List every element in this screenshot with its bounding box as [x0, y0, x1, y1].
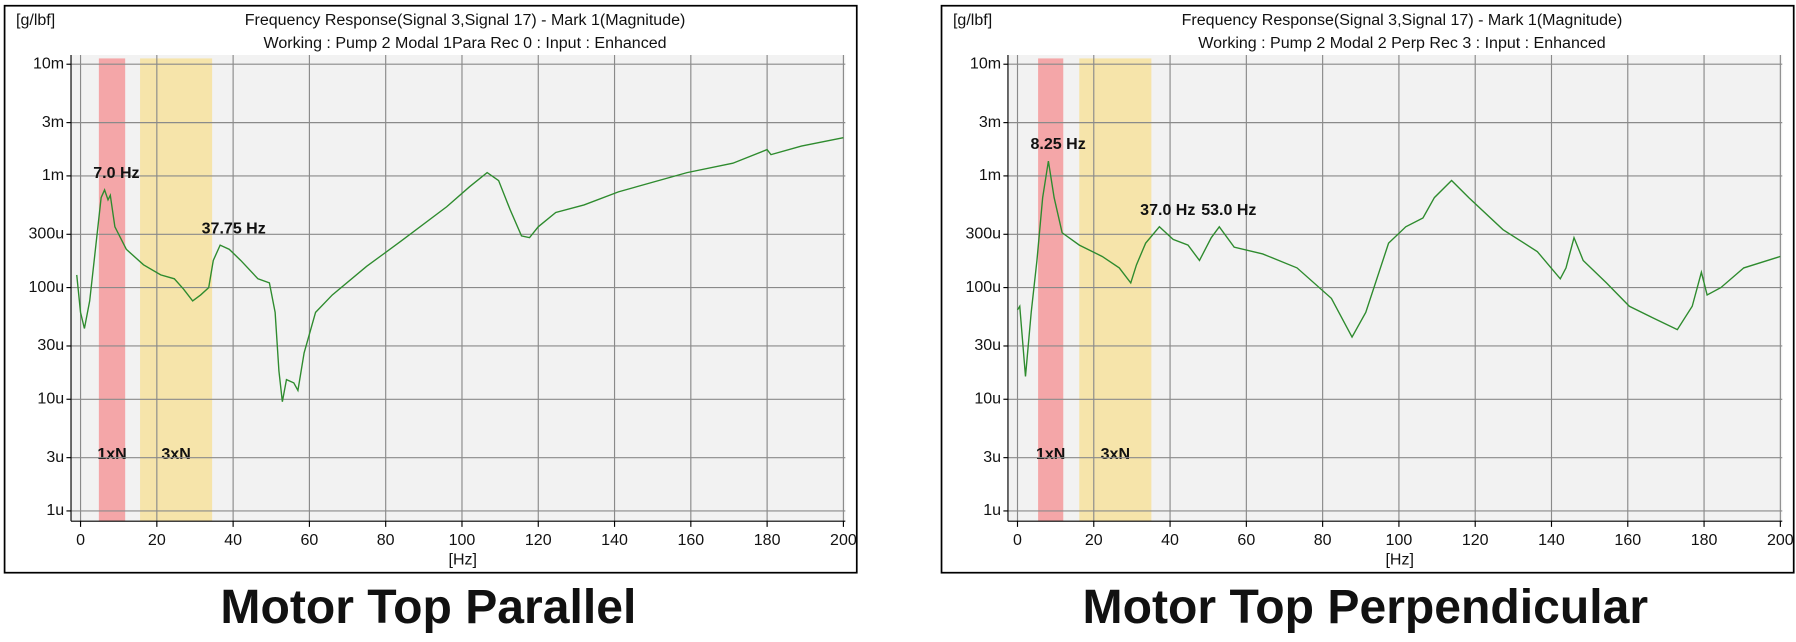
response-line	[1016, 160, 1781, 377]
chart: Frequency Response(Signal 3,Signal 17) -…	[940, 4, 1795, 634]
response-line	[76, 137, 844, 402]
x-tick-label: 20	[148, 531, 166, 549]
peak-label: 53.0 Hz	[1201, 201, 1256, 219]
x-tick-label: 100	[1386, 531, 1413, 549]
x-tick-label: 140	[1538, 531, 1565, 549]
chart: Frequency Response(Signal 3,Signal 17) -…	[3, 4, 858, 634]
y-axis-label: [g/lbf]	[953, 11, 992, 29]
x-tick-label: 180	[1691, 531, 1718, 549]
band-label: 3xN	[161, 445, 190, 463]
y-tick-label: 3m	[42, 113, 64, 131]
y-tick-label: 10u	[974, 389, 1001, 407]
x-axis-label: [Hz]	[1385, 550, 1413, 568]
y-tick-label: 300u	[29, 225, 65, 243]
x-tick-label: 80	[1314, 531, 1332, 549]
chart-subtitle: Working : Pump 2 Modal 2 Perp Rec 3 : In…	[1198, 34, 1605, 52]
peak-label: 8.25 Hz	[1031, 135, 1086, 153]
order-band	[140, 58, 213, 522]
x-axis-label: [Hz]	[449, 550, 477, 568]
peak-label: 37.75 Hz	[202, 219, 266, 237]
x-tick-label: 40	[224, 531, 242, 549]
y-tick-label: 30u	[37, 336, 64, 354]
y-tick-label: 1u	[983, 501, 1001, 519]
y-tick-label: 3u	[983, 448, 1001, 466]
x-tick-label: 40	[1161, 531, 1179, 549]
x-tick-label: 160	[677, 531, 704, 549]
x-tick-label: 200	[830, 531, 857, 549]
x-tick-label: 0	[1013, 531, 1022, 549]
x-tick-label: 160	[1614, 531, 1641, 549]
peak-label: 37.0 Hz	[1140, 201, 1195, 219]
x-tick-label: 180	[754, 531, 781, 549]
y-tick-label: 10u	[37, 389, 64, 407]
chart-subtitle: Working : Pump 2 Modal 1Para Rec 0 : Inp…	[264, 34, 667, 52]
chart-title: Frequency Response(Signal 3,Signal 17) -…	[1182, 11, 1623, 29]
y-tick-label: 1m	[42, 166, 64, 184]
y-tick-label: 1m	[979, 166, 1001, 184]
x-tick-label: 120	[1462, 531, 1489, 549]
y-tick-label: 30u	[974, 336, 1001, 354]
band-label: 1xN	[97, 445, 126, 463]
caption: Motor Top Perpendicular	[1083, 580, 1649, 634]
x-tick-label: 60	[1237, 531, 1255, 549]
chart-title: Frequency Response(Signal 3,Signal 17) -…	[245, 11, 686, 29]
caption: Motor Top Parallel	[220, 580, 636, 634]
x-tick-label: 140	[601, 531, 628, 549]
x-tick-label: 20	[1085, 531, 1103, 549]
y-tick-label: 300u	[965, 225, 1001, 243]
x-tick-label: 80	[377, 531, 395, 549]
y-axis-label: [g/lbf]	[16, 11, 55, 29]
x-tick-label: 120	[525, 531, 552, 549]
y-tick-label: 10m	[970, 54, 1001, 72]
band-label: 3xN	[1101, 445, 1130, 463]
x-tick-label: 60	[300, 531, 318, 549]
order-band	[1079, 58, 1152, 522]
x-tick-label: 200	[1767, 531, 1794, 549]
x-tick-label: 0	[76, 531, 85, 549]
y-tick-label: 3u	[46, 448, 64, 466]
y-tick-label: 1u	[46, 501, 64, 519]
peak-label: 7.0 Hz	[93, 164, 139, 182]
y-tick-label: 100u	[29, 278, 65, 296]
order-band	[1038, 58, 1064, 522]
y-tick-label: 3m	[979, 113, 1001, 131]
x-tick-label: 100	[449, 531, 476, 549]
y-tick-label: 100u	[965, 278, 1001, 296]
y-tick-label: 10m	[33, 54, 64, 72]
band-label: 1xN	[1036, 445, 1065, 463]
order-band	[98, 58, 126, 522]
